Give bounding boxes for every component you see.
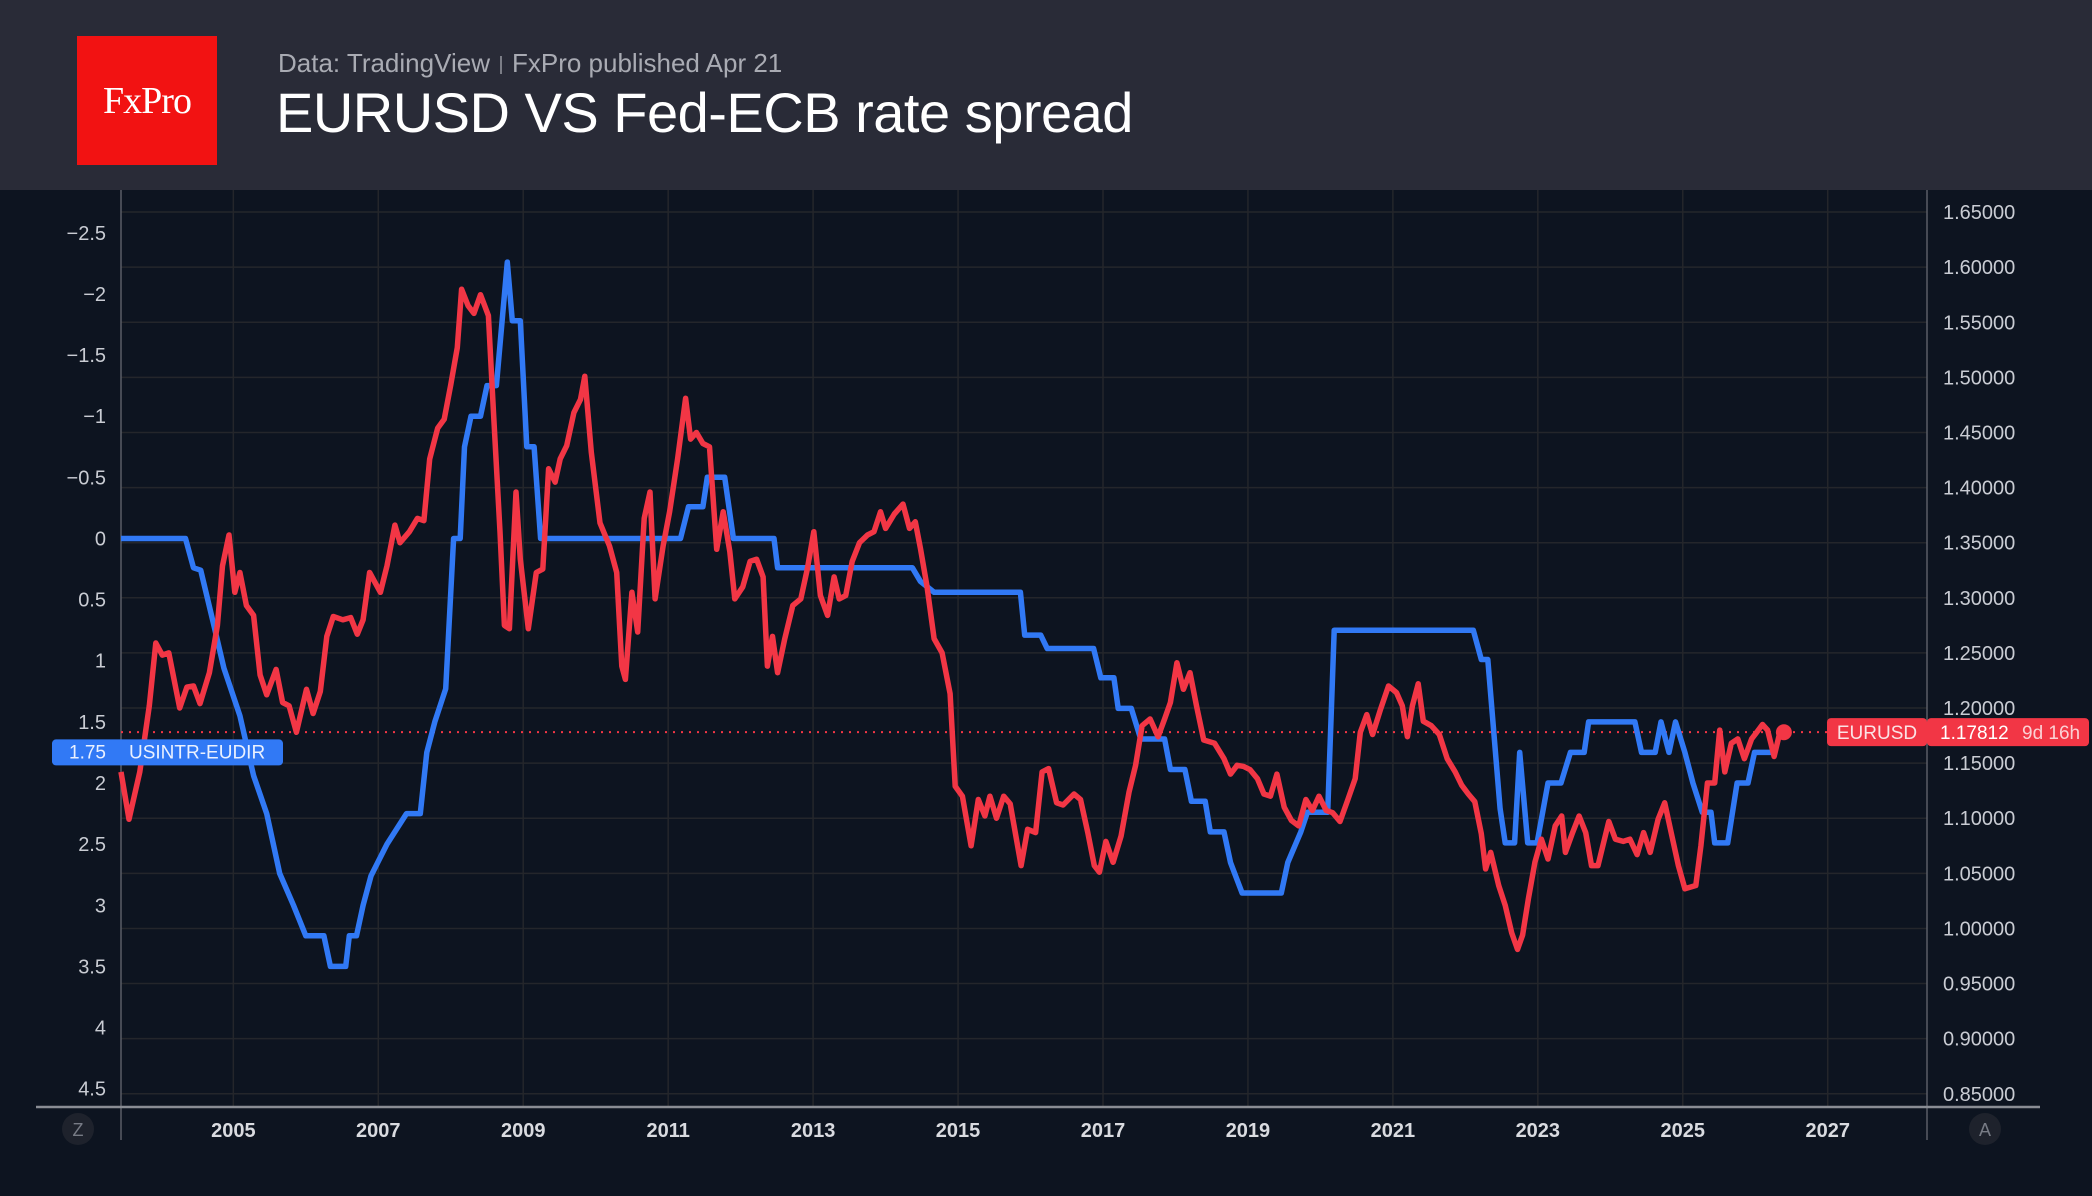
left-tick-label: −1.5 xyxy=(67,345,106,367)
x-tick-label: 2019 xyxy=(1226,1120,1271,1142)
fxpro-logo: FxPro xyxy=(77,36,217,165)
left-tick-label: −1 xyxy=(83,406,106,428)
published-date: FxPro published Apr 21 xyxy=(511,48,783,78)
chart-title: EURUSD VS Fed-ECB rate spread xyxy=(276,81,1133,144)
right-tick-label: 1.00000 xyxy=(1943,918,2015,940)
eurusd-series-line xyxy=(118,286,1783,953)
eurusd-last-point xyxy=(1775,724,1792,741)
right-tick-label: 1.05000 xyxy=(1943,863,2015,885)
data-source: Data: TradingView xyxy=(278,48,490,78)
left-tick-label: 4.5 xyxy=(78,1079,106,1101)
left-tick-label: −0.5 xyxy=(67,467,106,489)
left-tick-label: 2 xyxy=(95,773,106,795)
right-tick-label: 1.20000 xyxy=(1943,698,2015,720)
right-tick-label: 0.90000 xyxy=(1943,1029,2015,1051)
left-tick-label: 4 xyxy=(95,1018,106,1040)
left-tick-label: 2.5 xyxy=(78,834,106,856)
x-tick-label: 2011 xyxy=(646,1120,689,1142)
x-tick-label: 2005 xyxy=(211,1120,256,1142)
x-tick-label: 2009 xyxy=(501,1120,546,1142)
scale-z-button[interactable] xyxy=(62,1113,94,1145)
left-tick-label: 3 xyxy=(95,895,106,917)
x-tick-label: 2007 xyxy=(356,1120,401,1142)
right-tick-label: 1.50000 xyxy=(1943,367,2015,389)
header: FxPro Data: TradingView FxPro published A… xyxy=(0,0,2092,190)
x-tick-label: 2013 xyxy=(791,1120,836,1142)
left-tick-label: 3.5 xyxy=(78,956,106,978)
eurusd-last-value: 1.17812 xyxy=(1940,723,2009,744)
spread-last-value: 1.75 xyxy=(69,742,106,763)
scale-z-button-label: Z xyxy=(73,1120,84,1140)
x-tick-label: 2017 xyxy=(1081,1120,1126,1142)
right-tick-label: 0.85000 xyxy=(1943,1084,2015,1106)
right-tick-label: 1.25000 xyxy=(1943,643,2015,665)
x-tick-label: 2015 xyxy=(936,1120,981,1142)
right-tick-label: 1.35000 xyxy=(1943,533,2015,555)
left-tick-label: −2 xyxy=(83,284,106,306)
x-tick-label: 2021 xyxy=(1371,1120,1416,1142)
eurusd-name-badge xyxy=(1827,718,1927,747)
spread-name-label: USINTR-EUDIR xyxy=(129,742,265,763)
left-tick-label: 1 xyxy=(95,651,106,673)
x-tick-label: 2023 xyxy=(1516,1120,1561,1142)
separator xyxy=(499,56,502,75)
right-tick-label: 0.95000 xyxy=(1943,974,2015,996)
left-tick-label: 1.5 xyxy=(78,712,106,734)
auto-scale-button[interactable] xyxy=(1969,1113,2001,1145)
eurusd-countdown: 9d 16h xyxy=(2022,723,2080,744)
right-tick-label: 1.10000 xyxy=(1943,808,2015,830)
auto-scale-button-label: A xyxy=(1979,1120,1991,1140)
right-tick-label: 1.15000 xyxy=(1943,753,2015,775)
x-tick-label: 2027 xyxy=(1805,1120,1850,1142)
left-tick-label: −2.5 xyxy=(67,223,106,245)
right-tick-label: 1.65000 xyxy=(1943,202,2015,224)
left-tick-label: 0 xyxy=(95,528,106,550)
right-tick-label: 1.30000 xyxy=(1943,588,2015,610)
x-tick-label: 2025 xyxy=(1661,1120,1706,1142)
eurusd-price-badge xyxy=(1927,718,2089,747)
subtitle: Data: TradingView FxPro published Apr 21 xyxy=(278,48,782,79)
eurusd-name-label: EURUSD xyxy=(1837,723,1917,744)
left-tick-label: 0.5 xyxy=(78,590,106,612)
right-tick-label: 1.45000 xyxy=(1943,422,2015,444)
spread-series-line xyxy=(121,259,1772,970)
right-tick-label: 1.60000 xyxy=(1943,257,2015,279)
spread-badge xyxy=(52,739,283,766)
right-tick-label: 1.40000 xyxy=(1943,478,2015,500)
right-tick-label: 1.55000 xyxy=(1943,312,2015,334)
